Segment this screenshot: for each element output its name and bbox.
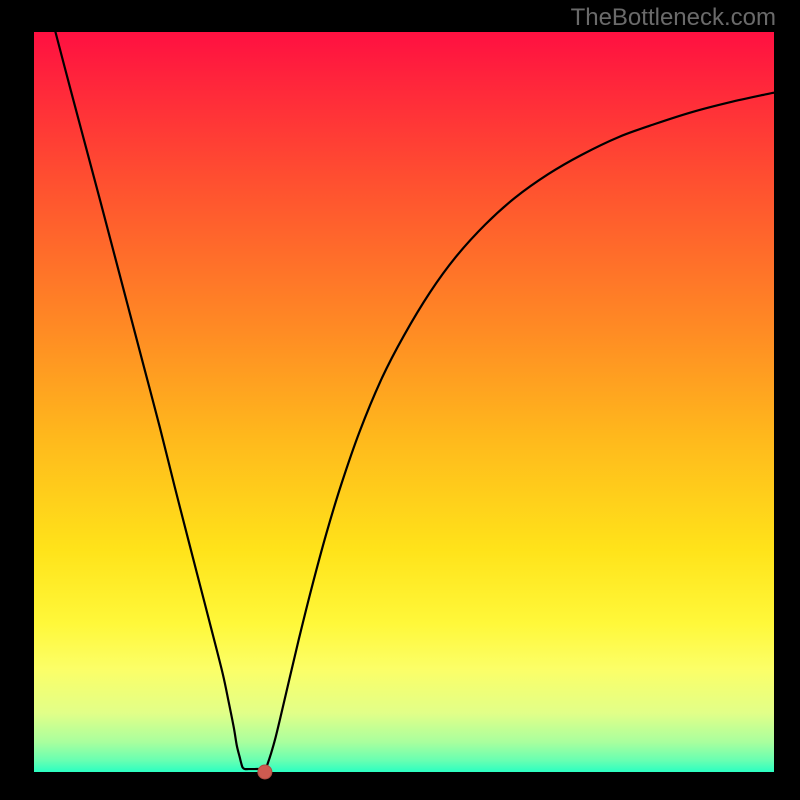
plot-area (34, 32, 774, 772)
bottleneck-curve (55, 32, 774, 771)
watermark-text: TheBottleneck.com (571, 4, 776, 32)
chart-root: TheBottleneck.com (0, 0, 800, 800)
curve-layer (34, 32, 774, 772)
optimal-marker (258, 765, 272, 779)
